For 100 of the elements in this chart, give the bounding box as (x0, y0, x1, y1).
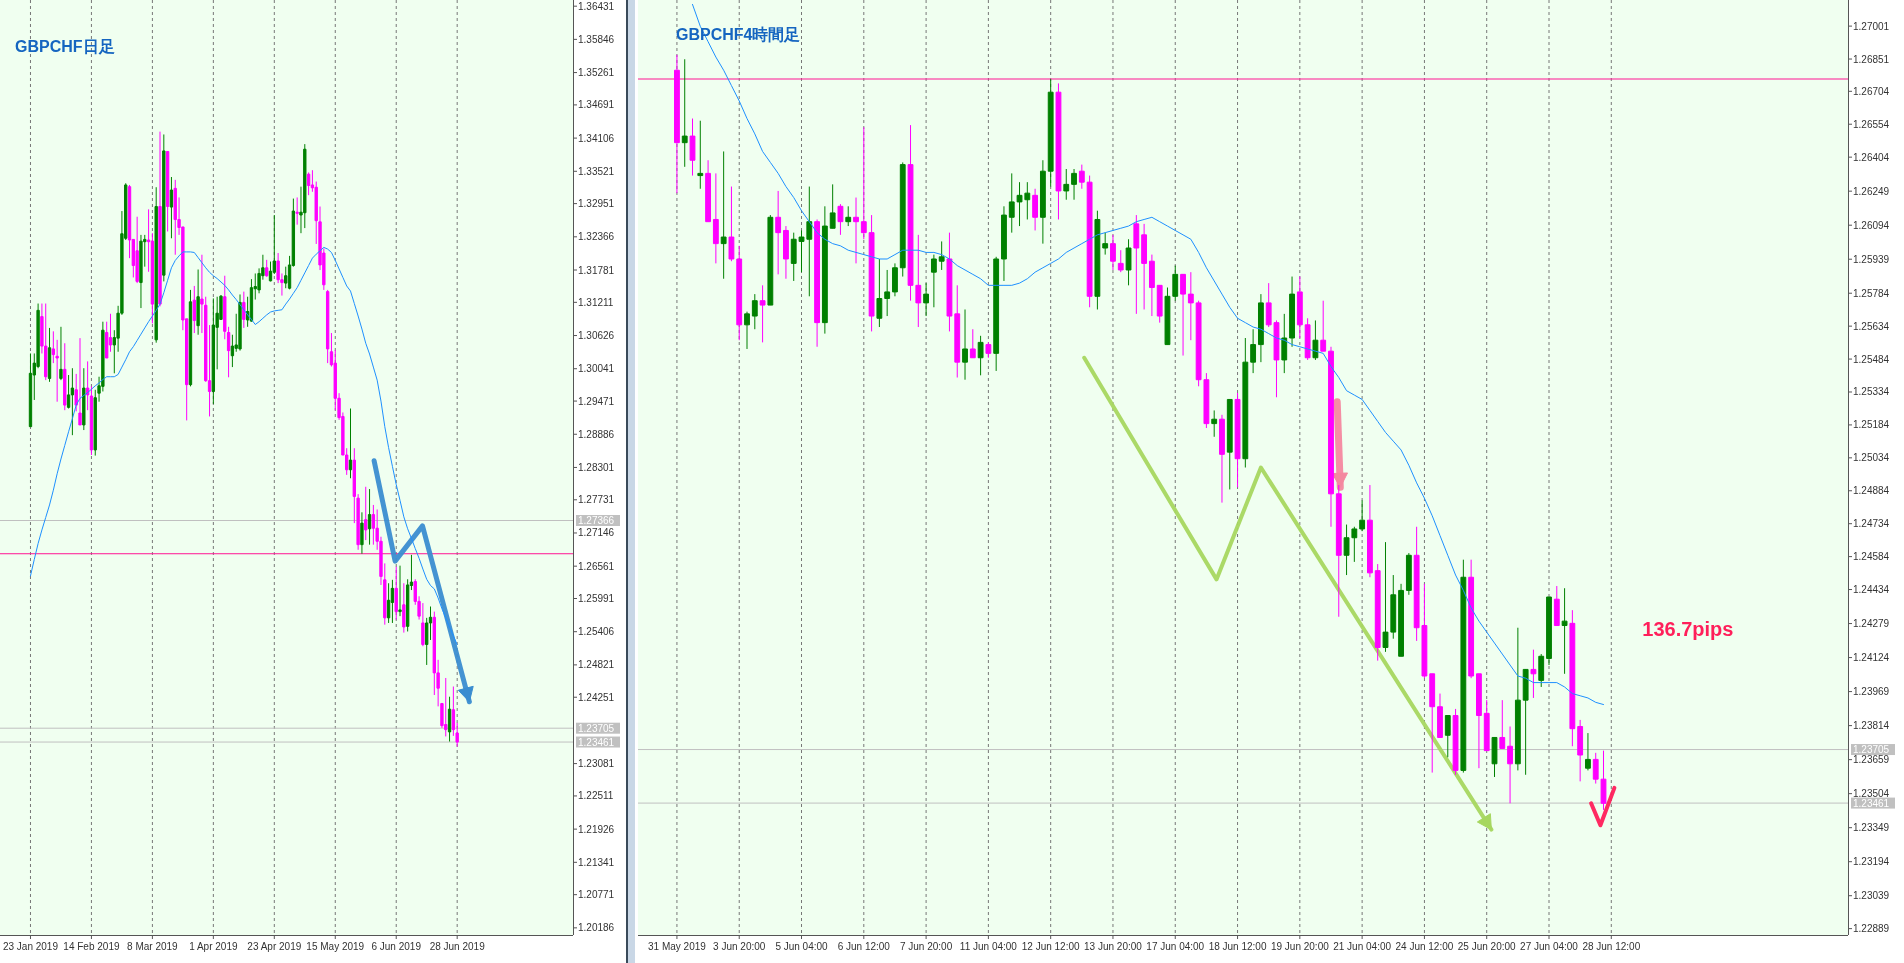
text: GBPCHF日足 (15, 38, 115, 55)
candlestick (1001, 205, 1007, 282)
candlestick (306, 171, 311, 196)
x-tick-label: 1 Apr 2019 (189, 941, 238, 952)
candlestick (853, 197, 859, 264)
candlestick (242, 291, 246, 329)
x-tick-label: 15 May 2019 (306, 941, 365, 952)
candlestick (876, 258, 883, 328)
y-tick-label: 1.31211 (578, 296, 614, 308)
y-tick-label: 1.24734 (1853, 518, 1890, 530)
candlestick (1281, 313, 1288, 374)
y-tick-label: 1.25939 (1853, 253, 1890, 265)
candlestick (1141, 223, 1148, 310)
y-tick-label: 1.27731 (578, 494, 615, 506)
y-tick-label: 1.26094 (1853, 219, 1890, 231)
y-tick-label: 1.24884 (1853, 485, 1890, 497)
candlestick (744, 311, 750, 350)
y-tick-label: 1.20186 (578, 922, 615, 934)
y-tick-label: 1.25034 (1853, 452, 1890, 464)
candlestick (674, 54, 680, 194)
candlestick (1437, 693, 1443, 738)
x-tick-label: 24 Jun 12:00 (1395, 941, 1454, 952)
candlestick (985, 341, 992, 359)
candlestick (158, 131, 162, 307)
line-series (29, 246, 458, 646)
y-tick-label: 1.25991 (578, 593, 615, 604)
y-tick-label: 1.23504 (1853, 788, 1890, 800)
candlestick (1304, 317, 1311, 361)
y-tick-label: 1.34691 (578, 99, 615, 111)
y-tick-label: 1.25334 (1853, 386, 1890, 398)
y-tick-label: 1.23039 (1853, 890, 1890, 902)
candlestick (1289, 276, 1295, 348)
y-tick-label: 1.25784 (1853, 287, 1890, 299)
y-tick-label: 1.28886 (578, 428, 615, 440)
y-tick-label: 1.22511 (578, 790, 614, 802)
candlestick (1577, 719, 1584, 782)
x-tick-label: 13 Jun 20:00 (1084, 941, 1143, 952)
x-tick-label: 17 Jun 04:00 (1146, 941, 1205, 952)
candlestick (837, 203, 844, 236)
candlestick (751, 293, 758, 330)
candlestick (1468, 559, 1475, 679)
candlestick (938, 240, 945, 271)
candlestick (829, 183, 836, 229)
y-tick-label: 1.35261 (578, 67, 615, 79)
y-tick-label: 1.23969 (1853, 686, 1890, 698)
candlestick (1359, 499, 1366, 532)
candlestick (759, 284, 766, 343)
candlestick (398, 565, 402, 617)
candlestick (59, 326, 63, 381)
candlestick (783, 225, 789, 280)
candlestick (1211, 409, 1218, 438)
y-tick-label: 1.25406 (578, 626, 615, 638)
candlestick (1530, 649, 1537, 699)
candlestick (1491, 736, 1498, 778)
candlestick (1553, 585, 1560, 627)
y-tick-label: 1.32951 (578, 198, 615, 210)
y-tick-label: 1.26404 (1853, 151, 1890, 163)
candlestick (63, 342, 67, 411)
candlestick (993, 256, 1000, 372)
candlestick (1561, 587, 1568, 675)
x-tick-label: 19 Jun 20:00 (1270, 941, 1330, 952)
x-tick-label: 18 Jun 12:00 (1208, 941, 1267, 952)
x-tick-label: 28 Jun 2019 (429, 941, 486, 952)
candlestick (371, 504, 376, 546)
candlestick (402, 582, 406, 634)
y-tick-label: 1.25484 (1853, 353, 1890, 365)
y-tick-label: 1.22889 (1853, 923, 1890, 935)
candlestick (1444, 715, 1451, 758)
x-tick-label: 11 Jun 04:00 (959, 941, 1018, 952)
candlestick (348, 408, 353, 479)
candlestick (139, 234, 143, 309)
candlestick (367, 488, 372, 546)
ref-line-label: 1.23705 (578, 722, 615, 734)
candlestick (923, 282, 930, 317)
candlestick (1312, 319, 1319, 361)
candlestick (192, 285, 196, 334)
candlestick (1569, 609, 1576, 747)
candlestick (1522, 668, 1529, 776)
candlestick (1133, 214, 1140, 315)
candlestick (977, 335, 984, 376)
x-tick-label: 31 May 2019 (648, 941, 707, 952)
candlestick (689, 118, 696, 177)
candlestick (1476, 673, 1482, 769)
x-tick-label: 3 Jun 20:00 (713, 941, 766, 952)
y-tick-label: 1.33521 (578, 165, 615, 177)
candlestick (1102, 232, 1109, 256)
candlestick (775, 190, 782, 275)
candlestick (1367, 484, 1373, 578)
candlestick (1546, 596, 1552, 666)
x-tick-label: 5 Jun 04:00 (775, 941, 829, 952)
candlestick (1047, 78, 1054, 188)
candlestick (969, 328, 976, 359)
candlestick (360, 511, 364, 555)
candlestick (135, 216, 139, 284)
x-tick-label: 23 Apr 2019 (247, 941, 302, 952)
candlestick (962, 308, 968, 381)
candlestick (169, 176, 174, 239)
candlestick (1117, 249, 1124, 273)
candlestick (1180, 273, 1186, 357)
y-tick-label: 1.30626 (578, 330, 615, 342)
